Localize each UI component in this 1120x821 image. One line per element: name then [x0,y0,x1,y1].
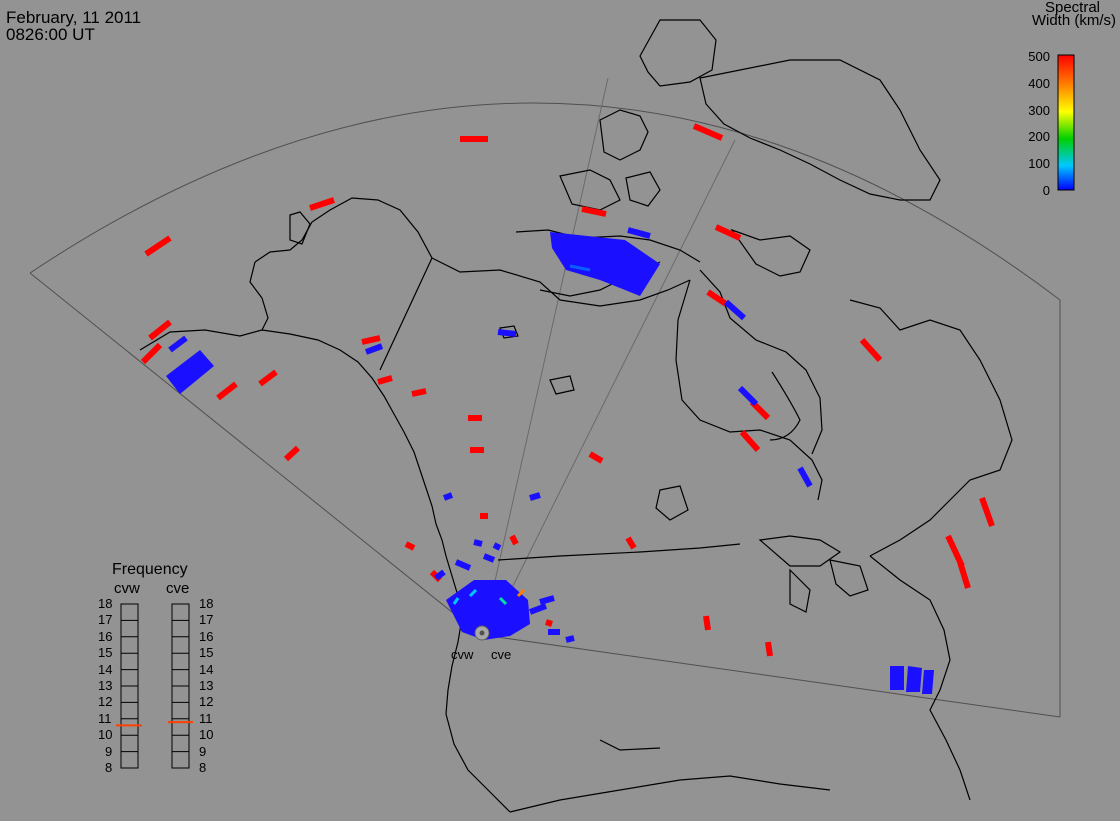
frequency-level-label: 8 [105,760,113,775]
colorbar-tick-label: 400 [1028,75,1050,91]
frequency-level-label: 12 [199,694,214,710]
colorbar-tick-label: 100 [1028,156,1050,172]
coastline-map [139,19,1013,813]
frequency-level-label: 12 [98,694,113,710]
colorbar-gradient [1057,54,1075,191]
frequency-col-cvw: cvw [114,580,140,597]
frequency-level-label: 14 [98,661,113,677]
date-label: February, 11 2011 [6,8,142,27]
radar-site-markers [474,625,490,641]
frequency-level-label: 11 [199,710,213,726]
frequency-level-label: 15 [98,645,113,661]
colorbar-tick-label: 0 [1042,183,1050,198]
frequency-level-label: 18 [98,596,113,611]
frequency-level-label: 13 [199,678,214,693]
colorbar-tick-label: 500 [1028,49,1050,64]
frequency-level-label: 17 [98,612,113,628]
echoes-mixed [452,264,591,606]
frequency-level-label: 11 [98,710,112,726]
echoes-low-width [166,227,934,694]
frequency-level-label: 15 [199,645,214,661]
radar-field-of-view [29,77,1061,718]
time-label: 0826:00 UT [6,25,95,44]
frequency-grid [121,619,189,769]
frequency-level-label: 9 [105,743,113,759]
radar-label-cvw: cvw [451,647,474,662]
frequency-title: Frequency [112,561,188,578]
frequency-level-label: 16 [199,628,214,644]
colorbar-title-line1: Spectral [1044,0,1100,16]
frequency-col-cve: cve [166,580,190,597]
frequency-level-label: 14 [199,661,214,677]
colorbar-title-line2: Width (km/s) [1031,12,1116,29]
radar-label-cve: cve [491,647,512,662]
frequency-level-label: 13 [98,678,113,693]
colorbar-tick-label: 200 [1028,129,1050,145]
echoes-high-width [140,123,995,657]
frequency-level-label: 10 [199,727,214,743]
frequency-level-label: 16 [98,628,113,644]
colorbar-tick-label: 300 [1028,102,1050,118]
frequency-level-label: 8 [199,760,207,775]
frequency-level-label: 10 [98,727,113,743]
frequency-level-label: 17 [199,612,214,628]
frequency-level-label: 9 [199,743,207,759]
frequency-level-label: 18 [199,596,214,611]
